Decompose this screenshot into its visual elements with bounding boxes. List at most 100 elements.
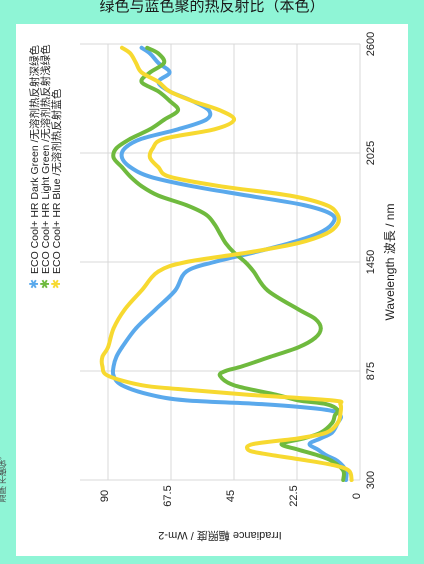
series-line xyxy=(110,45,349,482)
data-point xyxy=(330,212,334,217)
data-point xyxy=(145,45,149,50)
chart-card: 300 875 1450 2025 2600 0 22.5 45 67.5 90 ✱ ECO Coo… xyxy=(16,24,408,556)
data-point xyxy=(212,222,217,226)
data-point xyxy=(296,307,301,312)
data-point xyxy=(330,222,334,226)
series-3 xyxy=(99,45,354,482)
data-point xyxy=(111,326,116,331)
data-point xyxy=(349,478,354,482)
legend-label: ECO Cool+ HR Light Green /无溶剂热反射浅绿色 xyxy=(39,44,52,274)
data-point xyxy=(324,430,329,435)
data-point xyxy=(167,174,172,179)
data-point xyxy=(148,392,152,397)
data-point xyxy=(162,118,166,122)
data-point xyxy=(167,70,172,75)
x-tick-label: 875 xyxy=(365,362,377,380)
y-tick-label: 90 xyxy=(99,490,111,502)
data-point xyxy=(316,447,320,452)
data-point xyxy=(139,80,144,84)
data-point xyxy=(335,212,340,217)
data-point xyxy=(120,345,124,350)
data-point xyxy=(173,288,177,293)
data-point xyxy=(232,383,236,388)
data-point xyxy=(279,442,284,446)
data-point xyxy=(260,451,264,456)
x-tick-label: 1450 xyxy=(365,250,377,274)
data-point xyxy=(139,136,144,141)
data-point xyxy=(207,108,211,113)
data-point xyxy=(114,354,119,359)
data-point xyxy=(106,345,110,350)
data-point xyxy=(114,146,119,151)
data-point xyxy=(338,402,343,406)
data-point xyxy=(338,411,343,416)
data-point xyxy=(218,108,222,113)
data-point xyxy=(139,45,144,50)
legend-marker: ✱ xyxy=(27,279,41,289)
data-point xyxy=(204,212,208,217)
data-point xyxy=(156,269,161,274)
data-point xyxy=(123,146,127,151)
data-point xyxy=(296,345,301,350)
y-tick-label: 67.5 xyxy=(162,485,174,506)
series-1 xyxy=(110,45,349,482)
data-point xyxy=(223,241,228,245)
data-point xyxy=(190,99,194,103)
data-point xyxy=(167,89,172,94)
data-point xyxy=(176,387,180,391)
series-layer xyxy=(99,45,354,482)
data-point xyxy=(296,436,301,441)
data-point xyxy=(307,442,312,446)
data-point xyxy=(335,421,340,425)
data-point xyxy=(156,193,161,198)
data-point xyxy=(128,51,133,56)
data-point xyxy=(316,453,320,458)
grid-layer xyxy=(80,43,361,481)
series-line xyxy=(99,45,354,482)
data-point xyxy=(330,421,334,425)
data-point xyxy=(176,108,180,113)
data-point xyxy=(347,468,351,473)
data-point xyxy=(100,364,105,369)
data-point xyxy=(218,373,222,378)
y-axis-title: Irradiance 輻照度 / Wm-2 xyxy=(158,529,281,543)
data-point xyxy=(218,231,222,236)
legend: ✱ ECO Cool+ HR Dark Green /无溶剂热反射深绿色 ✱ ECO … xyxy=(27,44,63,289)
data-point xyxy=(176,127,180,132)
data-point xyxy=(335,222,340,226)
data-point xyxy=(246,392,250,397)
data-point xyxy=(232,118,236,122)
data-point xyxy=(153,307,158,312)
side-note: 湿厚 不确保。 xyxy=(0,452,7,503)
data-point xyxy=(100,354,105,359)
data-point xyxy=(148,51,152,56)
page-title: 绿色与蓝色聚的热反射比（本色） xyxy=(99,0,325,15)
data-point xyxy=(156,51,161,56)
data-point xyxy=(148,127,152,132)
data-point xyxy=(120,165,124,170)
data-point xyxy=(123,307,127,312)
data-point xyxy=(139,70,144,75)
data-point xyxy=(330,459,334,463)
data-point xyxy=(167,99,172,103)
y-tick-label: 45 xyxy=(225,490,237,502)
data-point xyxy=(120,155,124,160)
data-point xyxy=(134,61,138,65)
data-point xyxy=(313,317,318,321)
x-axis-title: Wavelength 波長 / nm xyxy=(383,204,397,321)
data-point xyxy=(319,436,323,441)
data-point xyxy=(134,326,138,331)
tick-layer: 300 875 1450 2025 2600 0 22.5 45 67.5 90 xyxy=(99,32,377,507)
legend-marker: ✱ xyxy=(49,279,63,289)
data-point xyxy=(128,165,133,170)
legend-marker: ✱ xyxy=(38,279,52,289)
x-tick-label: 2600 xyxy=(365,32,377,56)
data-point xyxy=(313,336,318,340)
data-point xyxy=(139,184,144,188)
data-point xyxy=(246,447,250,452)
data-point xyxy=(330,463,334,467)
data-point xyxy=(212,127,217,132)
y-tick-label: 22.5 xyxy=(288,485,300,506)
data-point xyxy=(148,155,152,160)
data-point xyxy=(156,61,161,65)
